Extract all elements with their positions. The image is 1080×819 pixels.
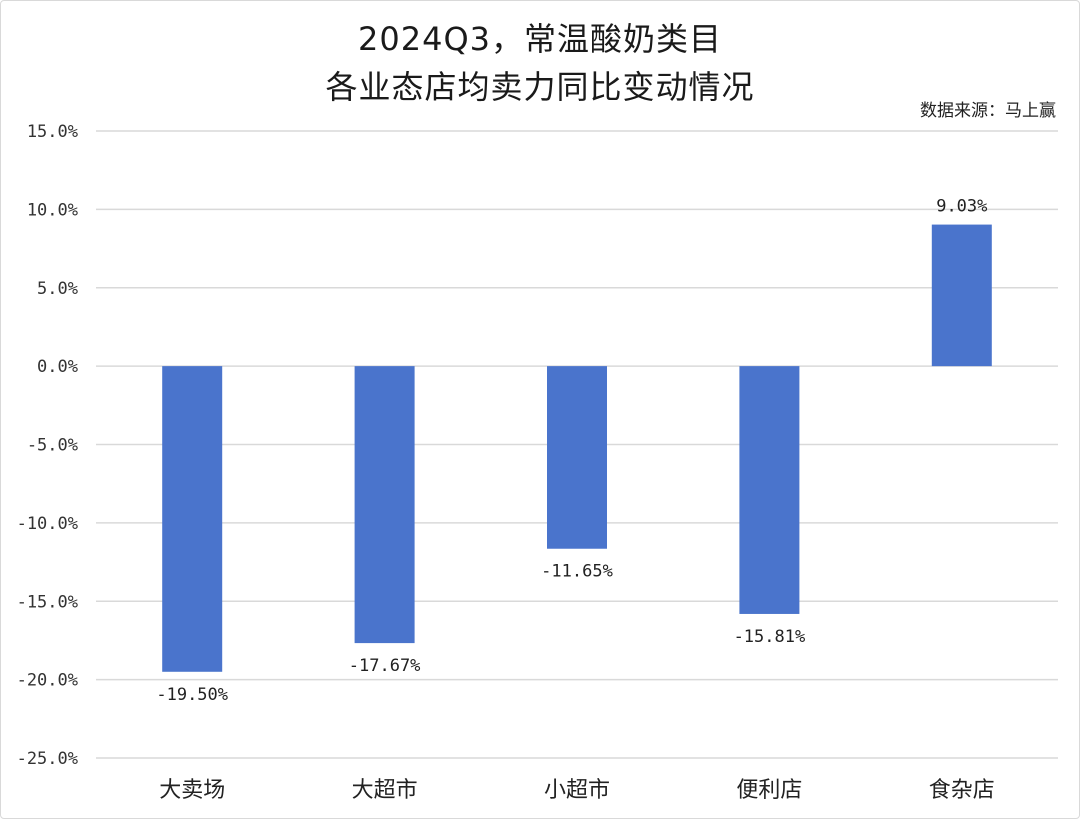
bar <box>162 366 223 672</box>
x-category-label: 食杂店 <box>929 778 995 803</box>
bar-value-label: -15.81% <box>734 627 806 647</box>
y-tick-label: 5.0% <box>37 279 78 299</box>
y-tick-label: -10.0% <box>17 514 78 534</box>
bar-value-label: -17.67% <box>349 656 421 676</box>
x-category-label: 大卖场 <box>159 778 225 803</box>
bars <box>162 224 992 672</box>
chart-title-line2: 各业态店均卖力同比变动情况 <box>325 68 755 106</box>
x-axis-categories: 大卖场 大超市 小超市 便利店 食杂店 <box>159 778 995 803</box>
bar-value-label: 9.03% <box>936 197 987 217</box>
bar-value-label: -11.65% <box>541 562 613 582</box>
y-tick-label: 15.0% <box>27 122 78 142</box>
data-labels: -19.50% -17.67% -11.65% -15.81% 9.03% <box>156 197 987 705</box>
y-tick-label: -15.0% <box>17 592 78 612</box>
x-category-label: 小超市 <box>544 778 610 803</box>
y-tick-label: 0.0% <box>37 357 78 377</box>
y-axis-ticks: 15.0% 10.0% 5.0% 0.0% -5.0% -10.0% -15.0% -20.0… <box>17 122 78 769</box>
y-tick-label: -5.0% <box>27 436 78 456</box>
y-tick-label: -20.0% <box>17 671 78 691</box>
x-category-label: 便利店 <box>736 778 802 803</box>
y-tick-label: -25.0% <box>17 749 78 769</box>
x-category-label: 大超市 <box>352 778 418 803</box>
bar <box>354 366 415 644</box>
data-source-note: 数据来源：马上赢 <box>920 101 1056 121</box>
bar-value-label: -19.50% <box>156 685 228 705</box>
y-tick-label: 10.0% <box>27 200 78 220</box>
bar <box>547 366 607 549</box>
bar <box>931 224 992 367</box>
chart-title-line1: 2024Q3，常温酸奶类目 <box>358 20 722 58</box>
bar <box>739 366 800 614</box>
